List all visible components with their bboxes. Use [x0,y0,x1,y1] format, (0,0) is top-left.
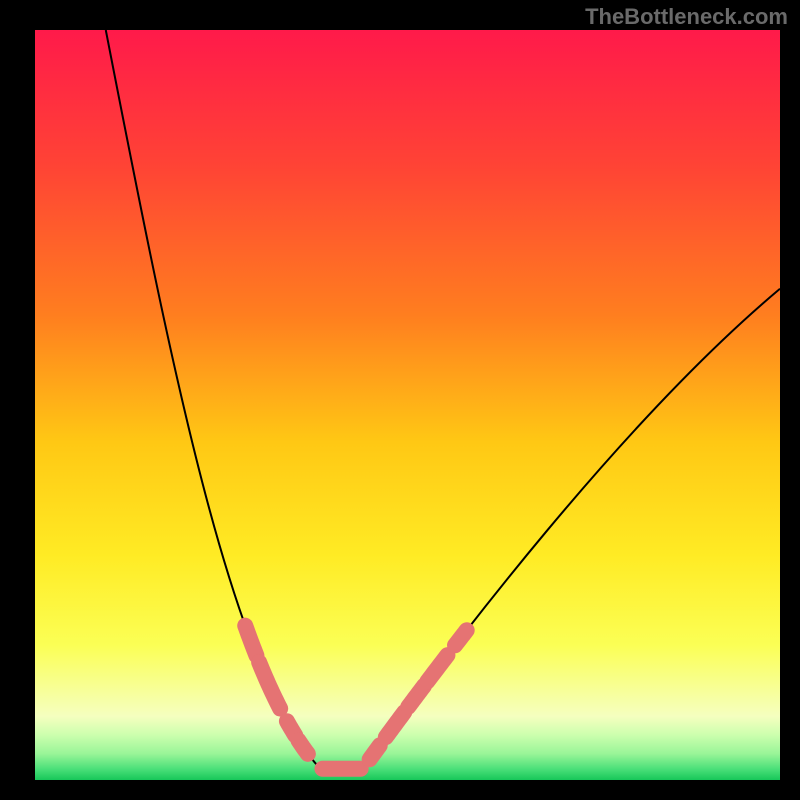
marker-segment [245,626,256,656]
chart-canvas: TheBottleneck.com [0,0,800,800]
marker-segment [299,740,308,753]
gradient-background [35,30,780,780]
plot-area [35,30,780,780]
marker-segment [455,630,467,645]
marker-segment [370,745,380,759]
watermark-text: TheBottleneck.com [585,4,788,30]
marker-segment [287,721,295,735]
